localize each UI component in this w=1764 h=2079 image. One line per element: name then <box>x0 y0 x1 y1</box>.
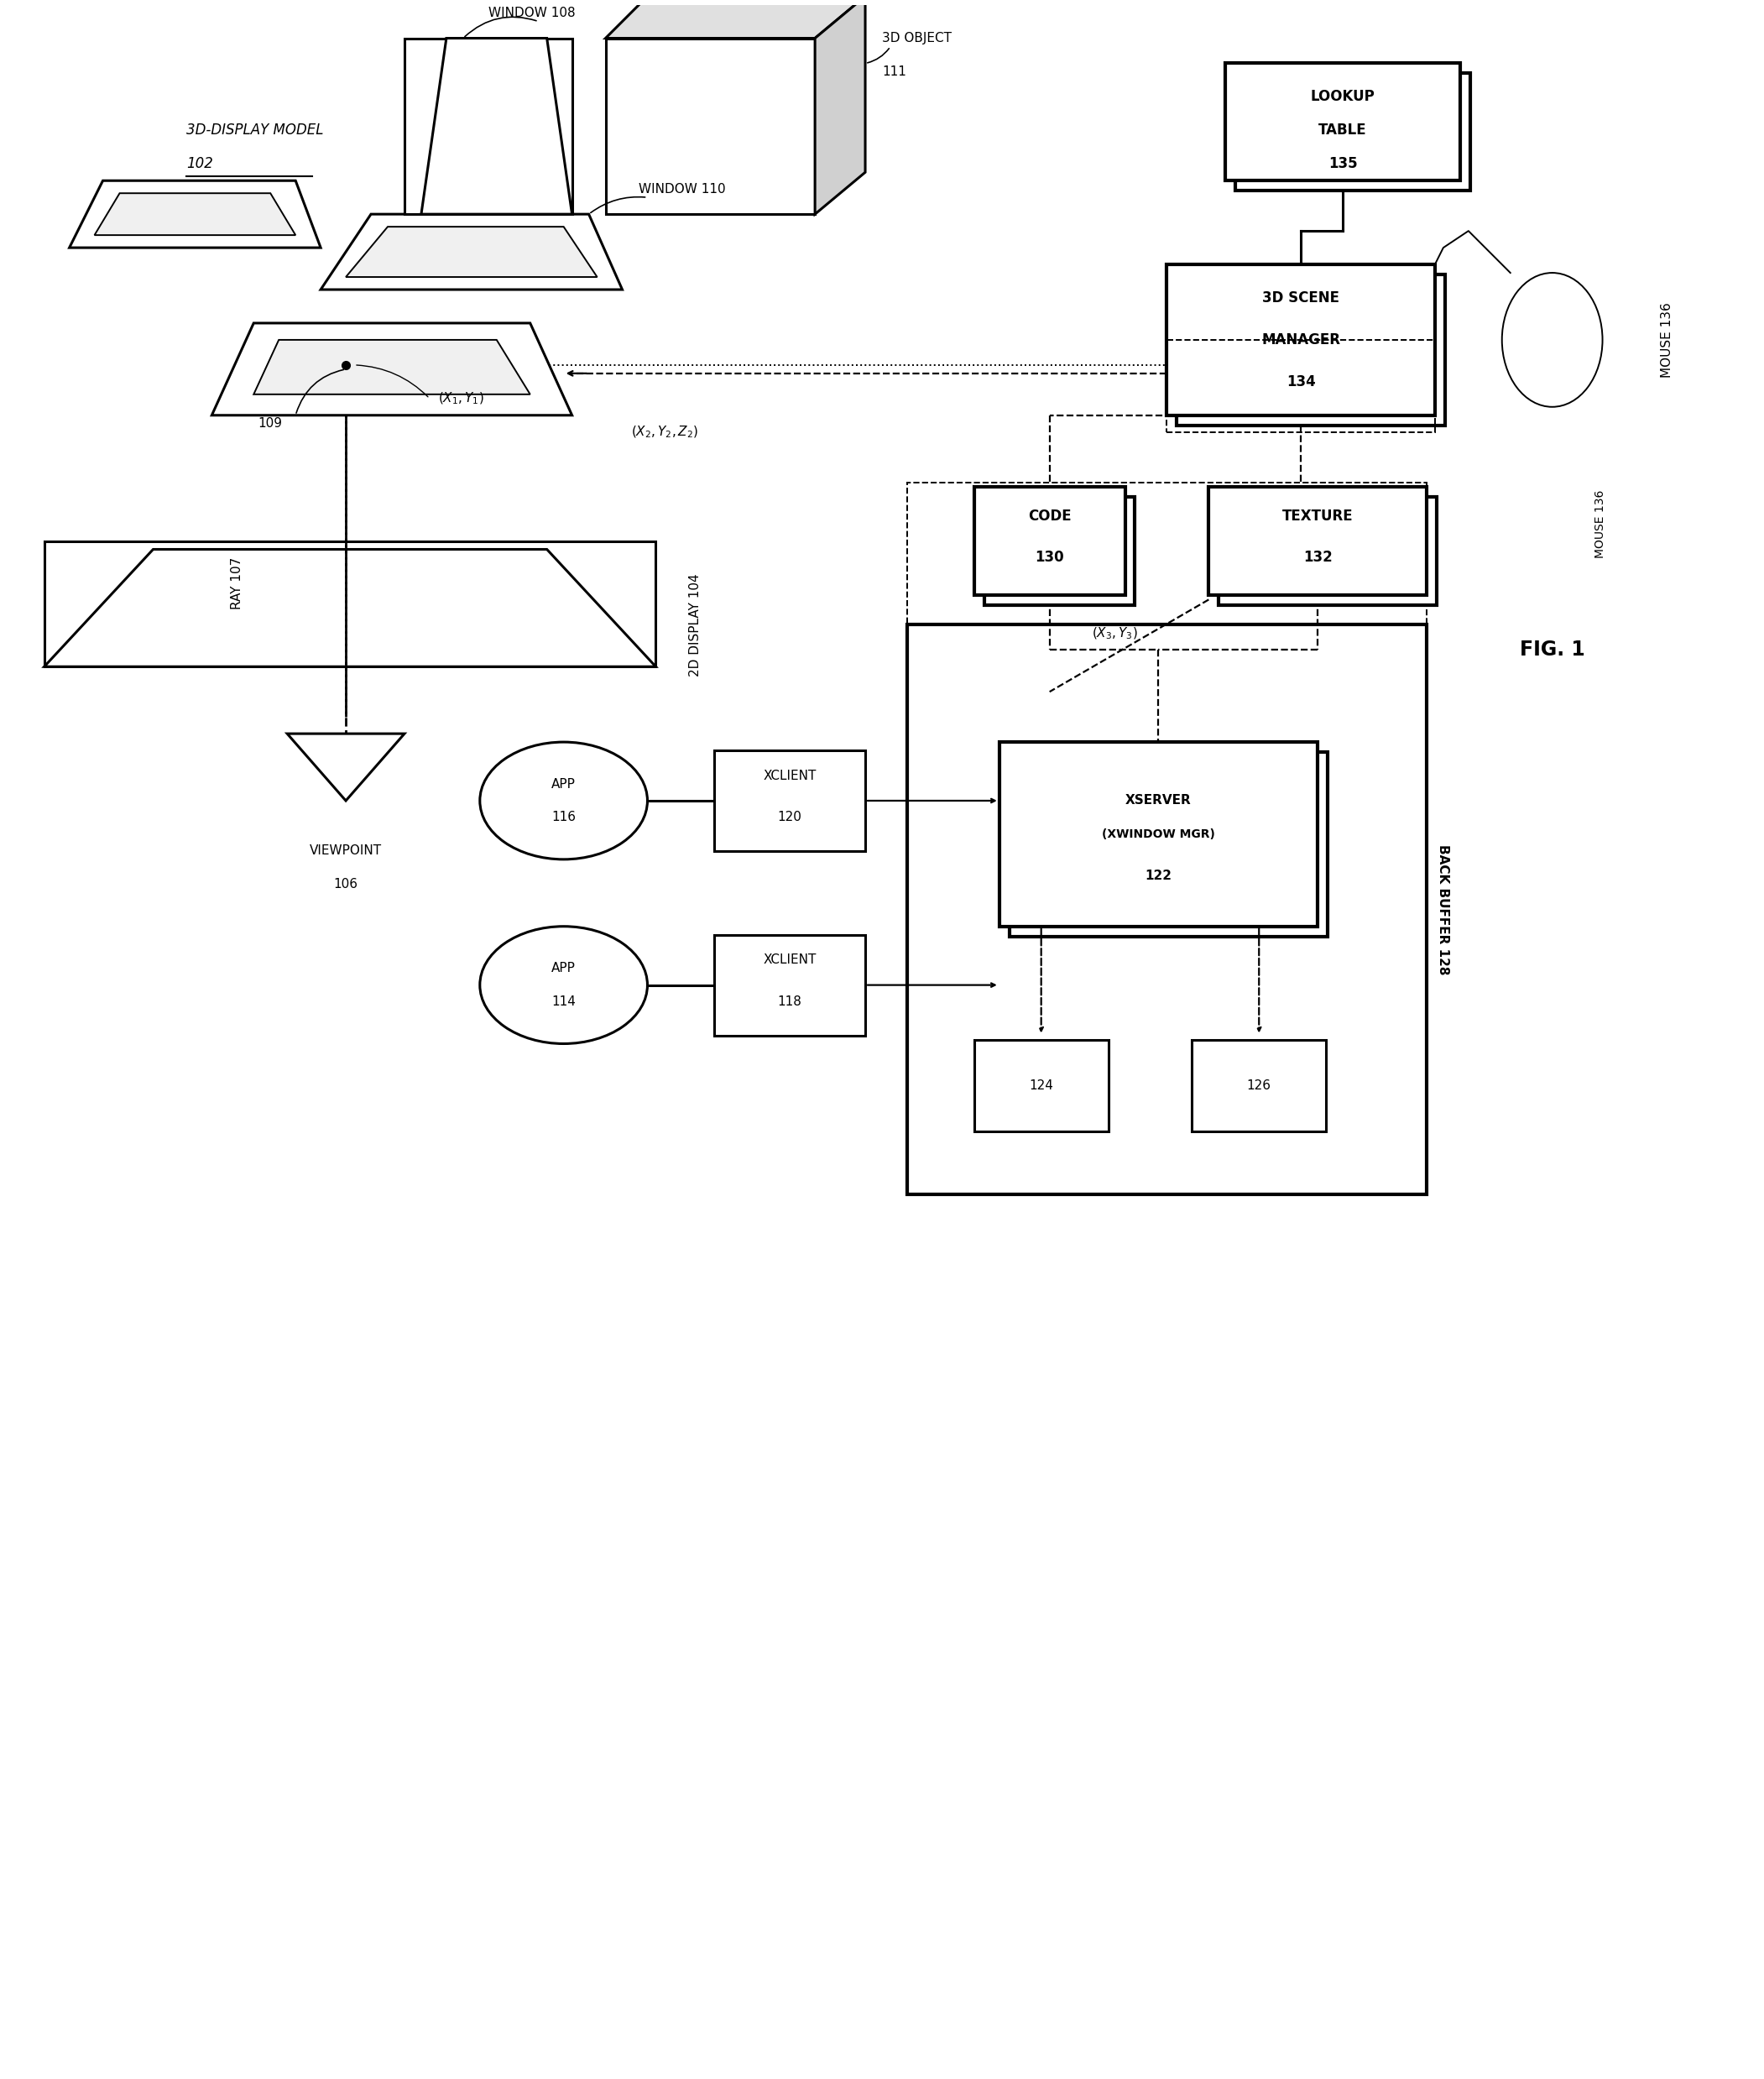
Text: (XWINDOW MGR): (XWINDOW MGR) <box>1102 827 1215 840</box>
Text: WINDOW 110: WINDOW 110 <box>639 183 727 195</box>
Ellipse shape <box>480 927 647 1044</box>
Polygon shape <box>288 734 404 800</box>
Bar <box>907 624 1427 1195</box>
Ellipse shape <box>480 742 647 859</box>
Text: APP: APP <box>552 963 575 975</box>
Text: 135: 135 <box>1328 156 1357 170</box>
Text: 118: 118 <box>778 996 803 1008</box>
Text: 124: 124 <box>1028 1079 1053 1091</box>
Bar <box>1219 497 1436 605</box>
Bar <box>907 482 1427 1195</box>
Polygon shape <box>346 227 598 277</box>
Text: 111: 111 <box>882 64 907 79</box>
Bar <box>974 486 1125 595</box>
Text: RAY 107: RAY 107 <box>231 557 243 609</box>
Text: 3D-DISPLAY MODEL: 3D-DISPLAY MODEL <box>187 123 325 137</box>
Bar <box>1226 62 1461 181</box>
Text: 132: 132 <box>1304 551 1332 565</box>
Polygon shape <box>95 193 296 235</box>
Text: APP: APP <box>552 778 575 790</box>
Text: VIEWPOINT: VIEWPOINT <box>310 844 383 857</box>
Bar <box>974 1040 1108 1131</box>
Polygon shape <box>422 37 572 214</box>
Text: XCLIENT: XCLIENT <box>764 769 817 782</box>
Polygon shape <box>69 181 321 247</box>
Bar <box>1009 753 1328 936</box>
Ellipse shape <box>1501 272 1602 407</box>
Polygon shape <box>321 214 623 289</box>
Text: MANAGER: MANAGER <box>1261 333 1341 347</box>
Polygon shape <box>605 37 815 214</box>
Text: 116: 116 <box>552 811 575 823</box>
Bar <box>1166 264 1434 416</box>
Text: WINDOW 108: WINDOW 108 <box>489 6 575 19</box>
Polygon shape <box>404 37 572 214</box>
Text: FIG. 1: FIG. 1 <box>1519 640 1584 659</box>
Bar <box>714 936 866 1035</box>
Text: 134: 134 <box>1286 374 1316 389</box>
Text: 130: 130 <box>1035 551 1064 565</box>
Text: TEXTURE: TEXTURE <box>1282 507 1353 524</box>
Text: 106: 106 <box>333 877 358 890</box>
Text: 114: 114 <box>552 996 575 1008</box>
Text: $(X_3,Y_3)$: $(X_3,Y_3)$ <box>1092 626 1138 640</box>
Bar <box>1235 73 1469 191</box>
Text: MOUSE 136: MOUSE 136 <box>1595 491 1605 559</box>
Polygon shape <box>44 541 656 667</box>
Polygon shape <box>44 549 656 667</box>
Text: XCLIENT: XCLIENT <box>764 954 817 967</box>
Text: 122: 122 <box>1145 869 1171 881</box>
Bar <box>714 751 866 850</box>
Text: BACK BUFFER 128: BACK BUFFER 128 <box>1438 844 1450 975</box>
Text: MOUSE 136: MOUSE 136 <box>1662 301 1674 378</box>
Text: 120: 120 <box>778 811 803 823</box>
Bar <box>1192 1040 1327 1131</box>
Text: LOOKUP: LOOKUP <box>1311 89 1374 104</box>
Text: CODE: CODE <box>1028 507 1071 524</box>
Text: $(X_1,Y_1)$: $(X_1,Y_1)$ <box>437 391 483 405</box>
Text: XSERVER: XSERVER <box>1125 794 1191 807</box>
Text: 3D OBJECT: 3D OBJECT <box>882 31 951 44</box>
Bar <box>984 497 1134 605</box>
Polygon shape <box>605 0 866 37</box>
Text: 3D SCENE: 3D SCENE <box>1263 291 1339 306</box>
Bar <box>1208 486 1427 595</box>
Text: 109: 109 <box>258 418 282 430</box>
Bar <box>1177 274 1445 426</box>
Text: 102: 102 <box>187 156 213 170</box>
Bar <box>998 742 1318 927</box>
Text: TABLE: TABLE <box>1319 123 1367 137</box>
Text: 126: 126 <box>1247 1079 1272 1091</box>
Polygon shape <box>815 0 866 214</box>
Text: $(X_2,Y_2,Z_2)$: $(X_2,Y_2,Z_2)$ <box>632 424 699 441</box>
Polygon shape <box>212 322 572 416</box>
Text: 2D DISPLAY 104: 2D DISPLAY 104 <box>690 574 702 676</box>
Bar <box>1166 339 1434 432</box>
Polygon shape <box>254 339 531 395</box>
